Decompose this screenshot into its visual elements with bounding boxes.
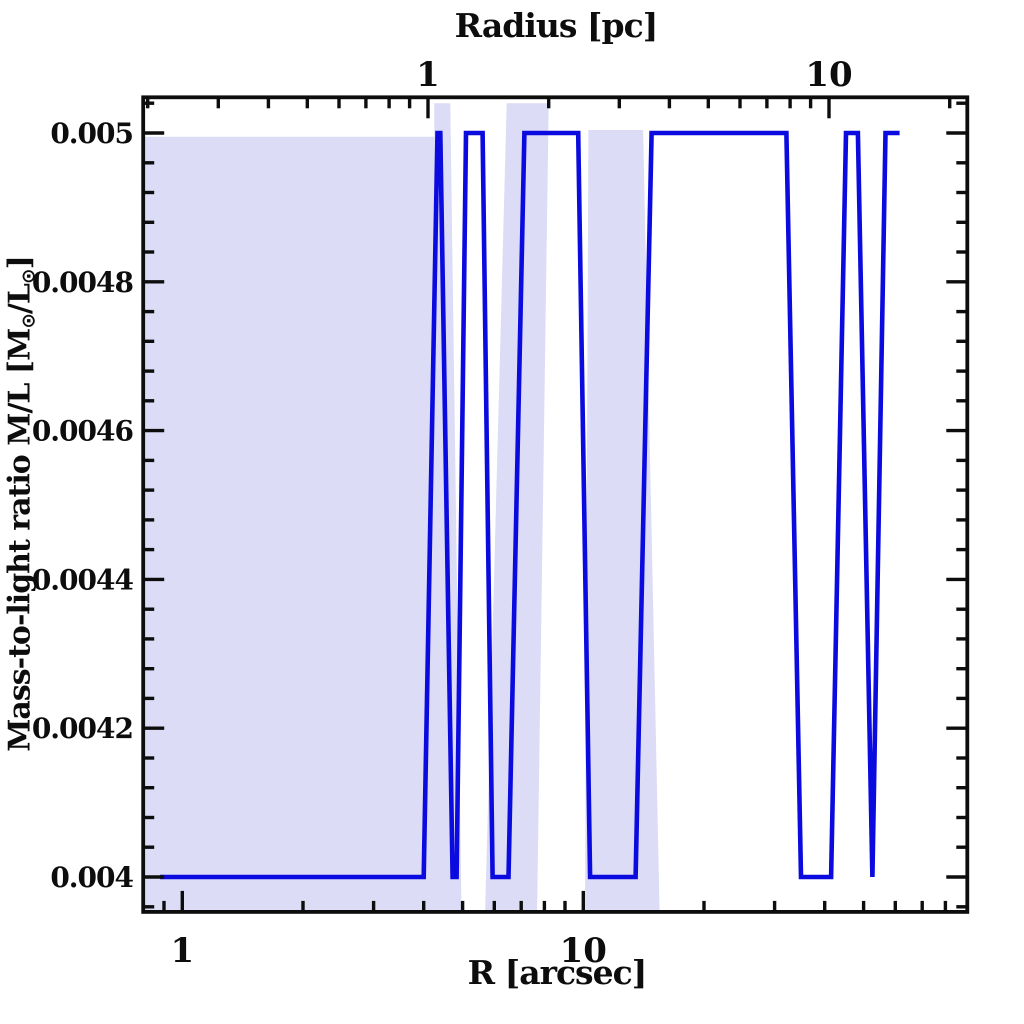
bottom-axis-title: R [arcsec] xyxy=(467,953,648,992)
top-axis-tick-label: 10 xyxy=(805,55,852,95)
y-axis-tick-label: 0.004 xyxy=(50,861,133,894)
ml-profile-line xyxy=(160,130,900,880)
sun-symbol: ⊙ xyxy=(18,269,40,284)
y-axis-tick-label: 0.0044 xyxy=(32,563,134,596)
y-axis-tick-label: 0.0048 xyxy=(32,266,133,299)
y-axis-tick-label: 0.0042 xyxy=(32,712,133,745)
top-axis-tick-label: 1 xyxy=(416,55,440,95)
y-axis-title: Mass-to-light ratio M/L [M⊙/L⊙] xyxy=(2,256,39,752)
y-axis-tick-label: 0.0046 xyxy=(32,415,133,448)
x-axis-tick-label: 1 xyxy=(170,931,194,971)
y-title-text-mid: /L xyxy=(2,284,38,315)
x-axis-tick-label: 10 xyxy=(560,931,607,971)
y-title-text: Mass-to-light ratio M/L [M xyxy=(2,328,38,752)
plot-frame xyxy=(141,95,970,914)
top-axis-title: Radius [pc] xyxy=(454,6,659,45)
sun-symbol: ⊙ xyxy=(18,314,40,329)
y-axis-tick-label: 0.005 xyxy=(50,117,133,150)
y-title-text-end: ] xyxy=(2,256,38,270)
confidence-shading-band xyxy=(143,103,462,912)
